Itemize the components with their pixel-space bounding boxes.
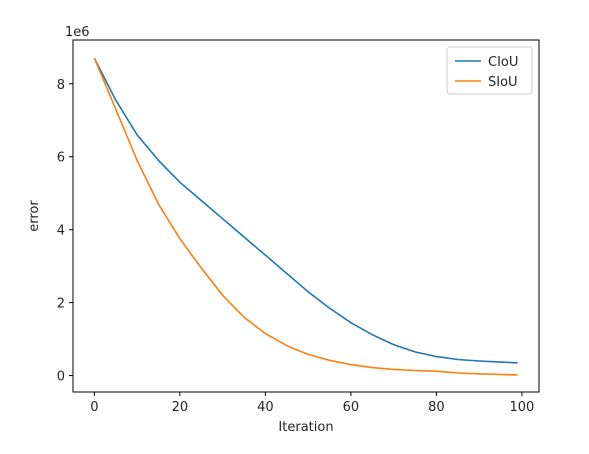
plot-axes bbox=[72, 39, 540, 393]
x-axis-label: Iteration bbox=[278, 420, 333, 435]
x-tick-label: 100 bbox=[509, 400, 534, 415]
series-line-siou bbox=[93, 57, 518, 376]
legend-entry-ciou: CIoU bbox=[488, 55, 518, 70]
y-tick-label: 0 bbox=[57, 370, 65, 385]
y-tick-label: 2 bbox=[57, 297, 65, 312]
x-tick-label: 80 bbox=[428, 400, 445, 415]
x-tick-label: 20 bbox=[172, 400, 189, 415]
y-tick-label: 4 bbox=[57, 224, 65, 239]
tick-layer: 0 20 40 60 80 100 0 2 4 6 8 bbox=[57, 78, 535, 415]
y-tick-label: 6 bbox=[57, 151, 65, 166]
x-tick-label: 60 bbox=[343, 400, 360, 415]
plot-frame bbox=[72, 39, 540, 393]
x-tick-label: 40 bbox=[257, 400, 274, 415]
legend-entry-siou: SIoU bbox=[488, 75, 518, 90]
y-tick-label: 8 bbox=[57, 78, 65, 93]
y-axis-label: error bbox=[27, 200, 42, 232]
legend: CIoU SIoU bbox=[446, 46, 533, 95]
legend-box bbox=[446, 46, 533, 95]
y-offset-label: 1e6 bbox=[65, 25, 90, 40]
series-layer bbox=[93, 57, 518, 376]
x-tick-label: 0 bbox=[90, 400, 98, 415]
series-line-ciou bbox=[93, 57, 518, 364]
